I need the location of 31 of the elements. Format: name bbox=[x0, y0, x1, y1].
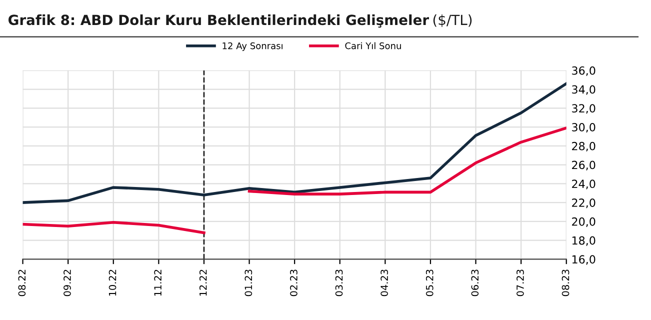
x-tick-label: 09.22 bbox=[64, 270, 71, 296]
y-tick-label: 26,0 bbox=[572, 160, 596, 170]
legend-label: Cari Yıl Sonu bbox=[345, 42, 401, 50]
x-tick-label: 11.22 bbox=[154, 270, 162, 296]
x-tick-label: 08.23 bbox=[562, 270, 570, 296]
y-tick-label: 22,0 bbox=[572, 198, 596, 208]
x-tick-label: 08.22 bbox=[18, 270, 26, 296]
x-tick-label: 04.23 bbox=[380, 270, 388, 296]
y-tick-label: 20,0 bbox=[572, 217, 596, 227]
y-tick-label: 36,0 bbox=[572, 66, 596, 76]
x-tick-label: 02.23 bbox=[290, 270, 298, 296]
chart-title: Grafik 8: ABD Dolar Kuru Beklentilerindeki Gelişmeler bbox=[8, 14, 430, 28]
y-tick-label: 18,0 bbox=[572, 236, 596, 246]
x-tick-label: 06.23 bbox=[471, 270, 479, 296]
line-series bbox=[248, 126, 566, 196]
x-tick-label: 01.23 bbox=[244, 270, 252, 296]
line-series bbox=[22, 82, 566, 204]
line-series bbox=[22, 220, 206, 234]
y-tick-label: 16,0 bbox=[572, 255, 596, 265]
y-tick-label: 28,0 bbox=[572, 142, 596, 152]
y-tick-label: 24,0 bbox=[572, 180, 596, 190]
x-tick-label: 07.23 bbox=[516, 270, 524, 296]
y-tick-label: 30,0 bbox=[572, 123, 596, 133]
y-tick-label: 32,0 bbox=[572, 104, 596, 114]
x-tick-label: 03.23 bbox=[335, 270, 343, 296]
x-tick-label: 10.22 bbox=[108, 270, 116, 296]
legend-label: 12 Ay Sonrası bbox=[222, 42, 282, 51]
y-tick-label: 34,0 bbox=[572, 85, 596, 95]
chart-subtitle: ($/TL) bbox=[433, 14, 472, 27]
x-tick-label: 05.23 bbox=[426, 270, 434, 296]
x-tick-label: 12.22 bbox=[199, 270, 207, 296]
